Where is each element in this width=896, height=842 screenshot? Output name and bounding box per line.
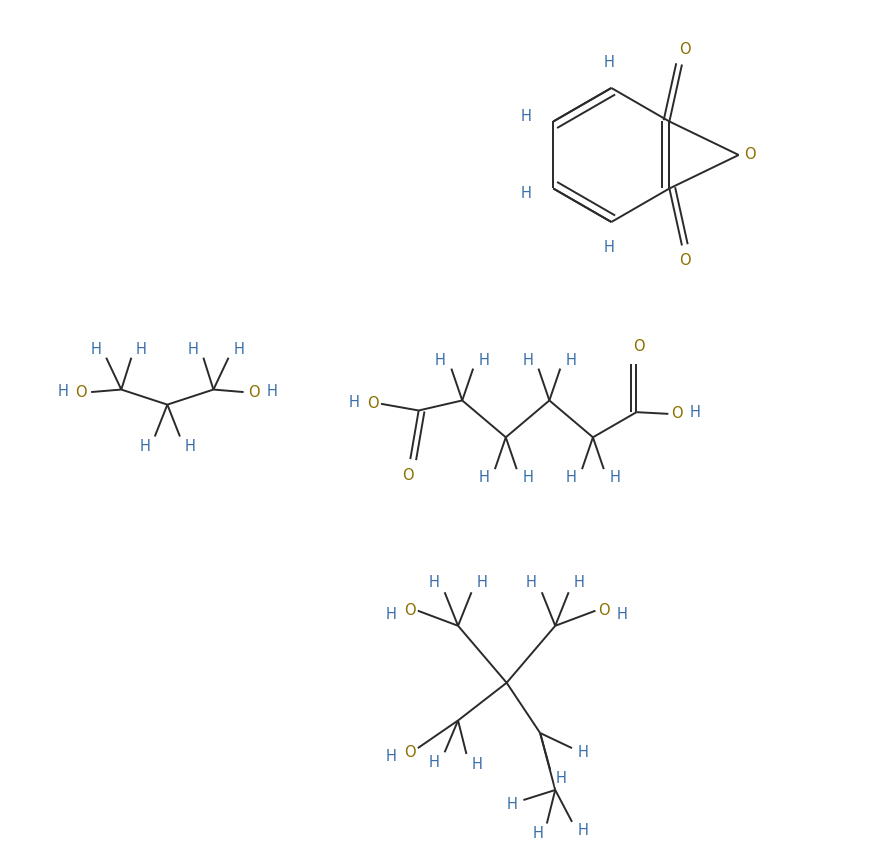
Text: H: H: [477, 575, 487, 589]
Text: H: H: [577, 823, 589, 838]
Text: H: H: [90, 342, 101, 357]
Text: H: H: [57, 384, 68, 399]
Text: H: H: [603, 240, 615, 254]
Text: H: H: [525, 575, 537, 589]
Text: H: H: [521, 109, 532, 124]
Text: H: H: [349, 395, 359, 409]
Text: H: H: [565, 470, 577, 485]
Text: O: O: [679, 42, 691, 57]
Text: H: H: [577, 745, 589, 759]
Text: H: H: [385, 749, 396, 764]
Text: O: O: [679, 253, 691, 268]
Text: H: H: [603, 56, 615, 71]
Text: O: O: [671, 407, 683, 421]
Text: H: H: [233, 342, 244, 357]
Text: H: H: [139, 439, 151, 454]
Text: H: H: [478, 353, 489, 368]
Text: H: H: [533, 826, 544, 841]
Text: O: O: [75, 386, 87, 401]
Text: O: O: [366, 397, 378, 411]
Text: H: H: [478, 470, 489, 485]
Text: H: H: [507, 797, 518, 812]
Text: H: H: [428, 754, 439, 770]
Text: O: O: [404, 603, 415, 618]
Text: O: O: [404, 745, 415, 759]
Text: O: O: [633, 339, 645, 354]
Text: H: H: [435, 353, 446, 368]
Text: H: H: [574, 575, 585, 589]
Text: H: H: [609, 470, 620, 485]
Text: H: H: [690, 405, 701, 419]
Text: H: H: [428, 575, 439, 589]
Text: H: H: [616, 607, 628, 622]
Text: H: H: [188, 342, 199, 357]
Text: H: H: [267, 384, 278, 399]
Text: O: O: [402, 468, 414, 483]
Text: O: O: [248, 386, 260, 401]
Text: H: H: [522, 470, 533, 485]
Text: O: O: [598, 603, 609, 618]
Text: H: H: [385, 607, 396, 622]
Text: H: H: [472, 756, 483, 771]
Text: H: H: [521, 186, 532, 201]
Text: H: H: [522, 353, 533, 368]
Text: H: H: [556, 770, 566, 786]
Text: O: O: [744, 147, 755, 163]
Text: H: H: [136, 342, 147, 357]
Text: H: H: [565, 353, 577, 368]
Text: H: H: [185, 439, 195, 454]
